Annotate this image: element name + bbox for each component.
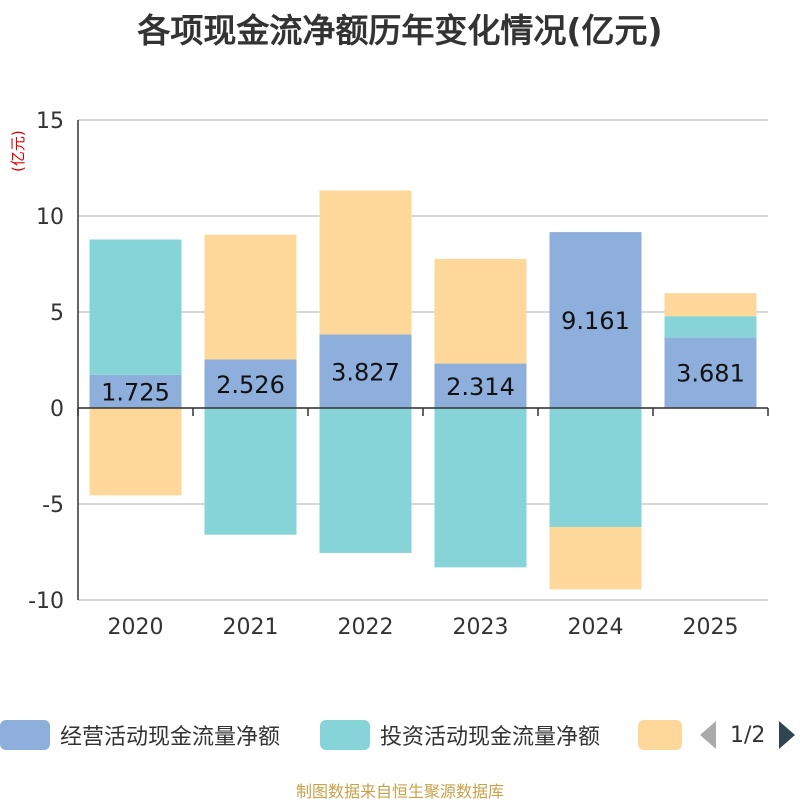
x-tick-label: 2022 <box>338 615 394 640</box>
x-tick-label: 2021 <box>223 615 279 640</box>
bar-2024-series-0 <box>549 232 642 408</box>
chart-area: -10 -5 0 5 10 15 2020 2021 2022 2023 2024 2025 1.725… <box>28 109 769 640</box>
chevron-left-icon[interactable] <box>700 721 716 749</box>
legend-label-investing: 投资活动现金流量净额 <box>380 725 601 750</box>
y-tick-label: 15 <box>36 109 64 134</box>
legend-swatch-investing <box>320 720 370 750</box>
legend-item-operating[interactable]: 经营活动现金流量净额 <box>0 712 280 758</box>
bar-2025-series-2 <box>664 293 757 317</box>
x-tick-label: 2025 <box>683 615 739 640</box>
bar-2022-series-2 <box>319 190 412 335</box>
bar-2021-series-2 <box>204 234 297 360</box>
data-label: 3.681 <box>676 360 745 388</box>
legend-item-investing[interactable]: 投资活动现金流量净额 <box>320 712 600 758</box>
y-tick-label: 0 <box>50 397 64 422</box>
legend: 经营活动现金流量净额 投资活动现金流量净额 1/2 <box>0 712 800 758</box>
data-label: 2.314 <box>446 373 515 401</box>
bar-2021-series-0 <box>204 359 297 408</box>
bar-2023-series-0 <box>434 363 527 408</box>
bar-2020-series-1 <box>89 239 182 375</box>
y-tick-label: 5 <box>50 301 64 326</box>
legend-item-financing[interactable] <box>638 712 692 758</box>
x-tick-label: 2020 <box>108 615 164 640</box>
legend-label-operating: 经营活动现金流量净额 <box>60 725 281 750</box>
y-tick-label: 10 <box>36 205 64 230</box>
bar-2023-series-1 <box>434 408 527 568</box>
legend-swatch-financing <box>638 720 682 750</box>
data-label: 2.526 <box>216 371 285 399</box>
chevron-right-icon[interactable] <box>779 721 796 749</box>
y-tick-label: -10 <box>28 589 64 614</box>
legend-swatch-operating <box>0 720 50 750</box>
legend-page-indicator: 1/2 <box>730 722 766 748</box>
bar-2024-series-2 <box>549 527 642 590</box>
bar-2023-series-2 <box>434 258 527 364</box>
x-tick-label: 2023 <box>453 615 509 640</box>
y-tick-label: -5 <box>42 493 64 518</box>
data-label: 9.161 <box>561 307 630 335</box>
bar-2025-series-0 <box>664 337 757 408</box>
bar-2022-series-0 <box>319 334 412 408</box>
bar-2025-series-1 <box>664 316 757 338</box>
data-label: 3.827 <box>331 358 400 386</box>
x-tick-label: 2024 <box>568 615 624 640</box>
legend-pager: 1/2 <box>700 712 796 758</box>
data-label: 1.725 <box>101 378 170 406</box>
bar-2021-series-1 <box>204 408 297 535</box>
bar-2020-series-0 <box>89 374 182 408</box>
data-source-footer: 制图数据来自恒生聚源数据库 <box>295 782 504 801</box>
bar-2024-series-1 <box>549 408 642 528</box>
bar-2020-series-2 <box>89 408 182 496</box>
bar-2022-series-1 <box>319 408 412 553</box>
chart-title: 各项现金流净额历年变化情况(亿元) <box>137 11 663 50</box>
